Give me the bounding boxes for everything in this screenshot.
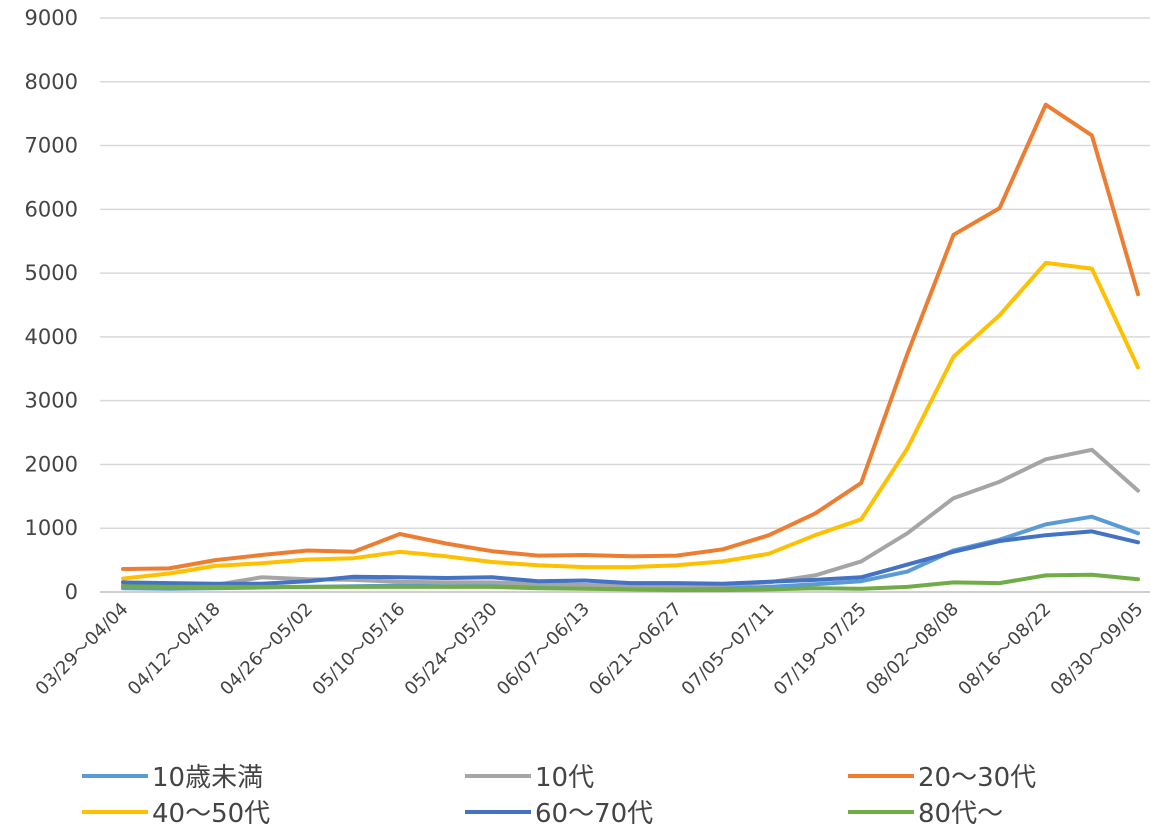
y-tick-label: 2000 [25, 452, 78, 476]
legend-label-5: 80代～ [918, 799, 1003, 829]
legend-label-4: 60～70代 [535, 799, 653, 829]
series-line-3 [121, 260, 1140, 581]
x-tick-label: 04/12～04/18 [124, 599, 225, 700]
x-tick-label: 08/30～09/05 [1047, 599, 1148, 700]
series-line-4 [121, 529, 1140, 586]
y-tick-label: 0 [65, 580, 78, 604]
legend-label-0: 10歳未満 [152, 763, 263, 793]
legend-label-1: 10代 [535, 763, 594, 793]
series-lines [121, 102, 1140, 593]
y-tick-label: 3000 [25, 389, 78, 413]
y-tick-label: 5000 [25, 261, 78, 285]
y-tick-label: 7000 [25, 134, 78, 158]
x-tick-label: 08/02～08/08 [862, 599, 963, 700]
x-axis: 03/29～04/0404/12～04/1804/26～05/0205/10～0… [32, 599, 1148, 700]
y-tick-label: 8000 [25, 70, 78, 94]
x-tick-label: 05/10～05/16 [308, 599, 409, 700]
x-tick-label: 07/19～07/25 [770, 599, 871, 700]
x-tick-label: 07/05～07/11 [678, 599, 779, 700]
x-tick-label: 05/24～05/30 [401, 599, 502, 700]
y-tick-label: 4000 [25, 325, 78, 349]
series-line-2 [121, 102, 1140, 571]
x-tick-label: 03/29～04/04 [32, 599, 133, 700]
series-line-5 [121, 572, 1140, 593]
x-tick-label: 08/16～08/22 [954, 599, 1055, 700]
legend-label-3: 40～50代 [152, 799, 270, 829]
x-tick-label: 04/26～05/02 [216, 599, 317, 700]
y-axis: 0 1000 2000 3000 4000 5000 6000 7000 8000 9000 [25, 6, 78, 604]
y-tick-label: 1000 [25, 516, 78, 540]
x-tick-label: 06/21～06/27 [585, 599, 686, 700]
y-tick-label: 6000 [25, 197, 78, 221]
x-tick-label: 06/07～06/13 [493, 599, 594, 700]
y-tick-label: 9000 [25, 6, 78, 30]
legend: 10歳未満 10代 20～30代 40～50代 60～70代 80代～ [82, 763, 1036, 829]
gridlines [100, 17, 1150, 593]
series-line-1 [121, 447, 1140, 589]
legend-label-2: 20～30代 [918, 763, 1036, 793]
